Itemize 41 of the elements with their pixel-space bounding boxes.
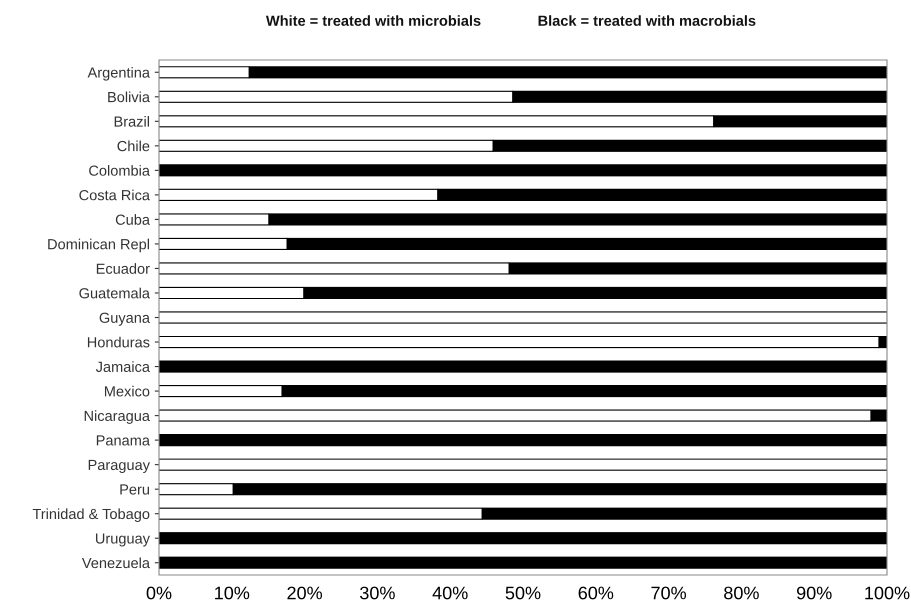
y-tick-label: Peru — [120, 484, 150, 495]
y-tick-label: Argentina — [88, 66, 150, 81]
y-tick-label: Guatemala — [79, 288, 150, 298]
y-tick-label: Trinidad & Tobago — [32, 508, 150, 522]
bar — [159, 458, 887, 471]
bar — [159, 311, 887, 324]
bar — [159, 360, 887, 373]
x-tick-label: 100% — [865, 586, 910, 600]
text: Black = treated with macrobials — [538, 15, 756, 26]
y-tick-label: Costa Rica — [79, 190, 150, 200]
bar — [159, 532, 887, 544]
bar — [159, 434, 887, 446]
y-tick-label: Colombia — [89, 165, 150, 176]
bar — [159, 556, 887, 569]
y-tick-label: Uruguay — [96, 533, 150, 547]
y-tick-label: Brazil — [114, 116, 149, 127]
x-tick-label: 50% — [506, 586, 540, 600]
x-tick-label: 60% — [578, 586, 614, 600]
y-tick-label: Guyana — [100, 312, 150, 326]
x-tick-label: 40% — [432, 586, 468, 600]
x-tick-label: 90% — [796, 586, 832, 600]
x-tick-label: 30% — [360, 586, 395, 600]
y-tick-label: Ecuador — [96, 263, 150, 274]
y-tick-label: Chile — [117, 140, 150, 152]
x-tick-label: 20% — [287, 586, 322, 600]
y-tick-label: Jamaica — [96, 361, 150, 372]
y-tick-label: Panama — [96, 435, 150, 446]
y-tick-label: Cuba — [116, 214, 150, 225]
y-tick-label: Honduras — [88, 336, 150, 348]
x-tick-label: 0% — [146, 586, 172, 600]
y-tick-label: Bolivia — [108, 92, 150, 102]
y-tick-label: Paraguay — [88, 460, 150, 473]
y-tick-label: Dominican Repl — [48, 238, 149, 252]
x-tick-label: 70% — [651, 586, 686, 600]
x-tick-label: 80% — [724, 586, 759, 600]
text: White = treated with microbials — [266, 15, 480, 26]
y-tick-label: Venezuela — [82, 557, 150, 568]
x-tick-label: 10% — [215, 586, 250, 600]
bar — [159, 164, 887, 176]
y-tick-label: Nicaragua — [84, 410, 150, 424]
y-tick-label: Mexico — [104, 386, 150, 396]
